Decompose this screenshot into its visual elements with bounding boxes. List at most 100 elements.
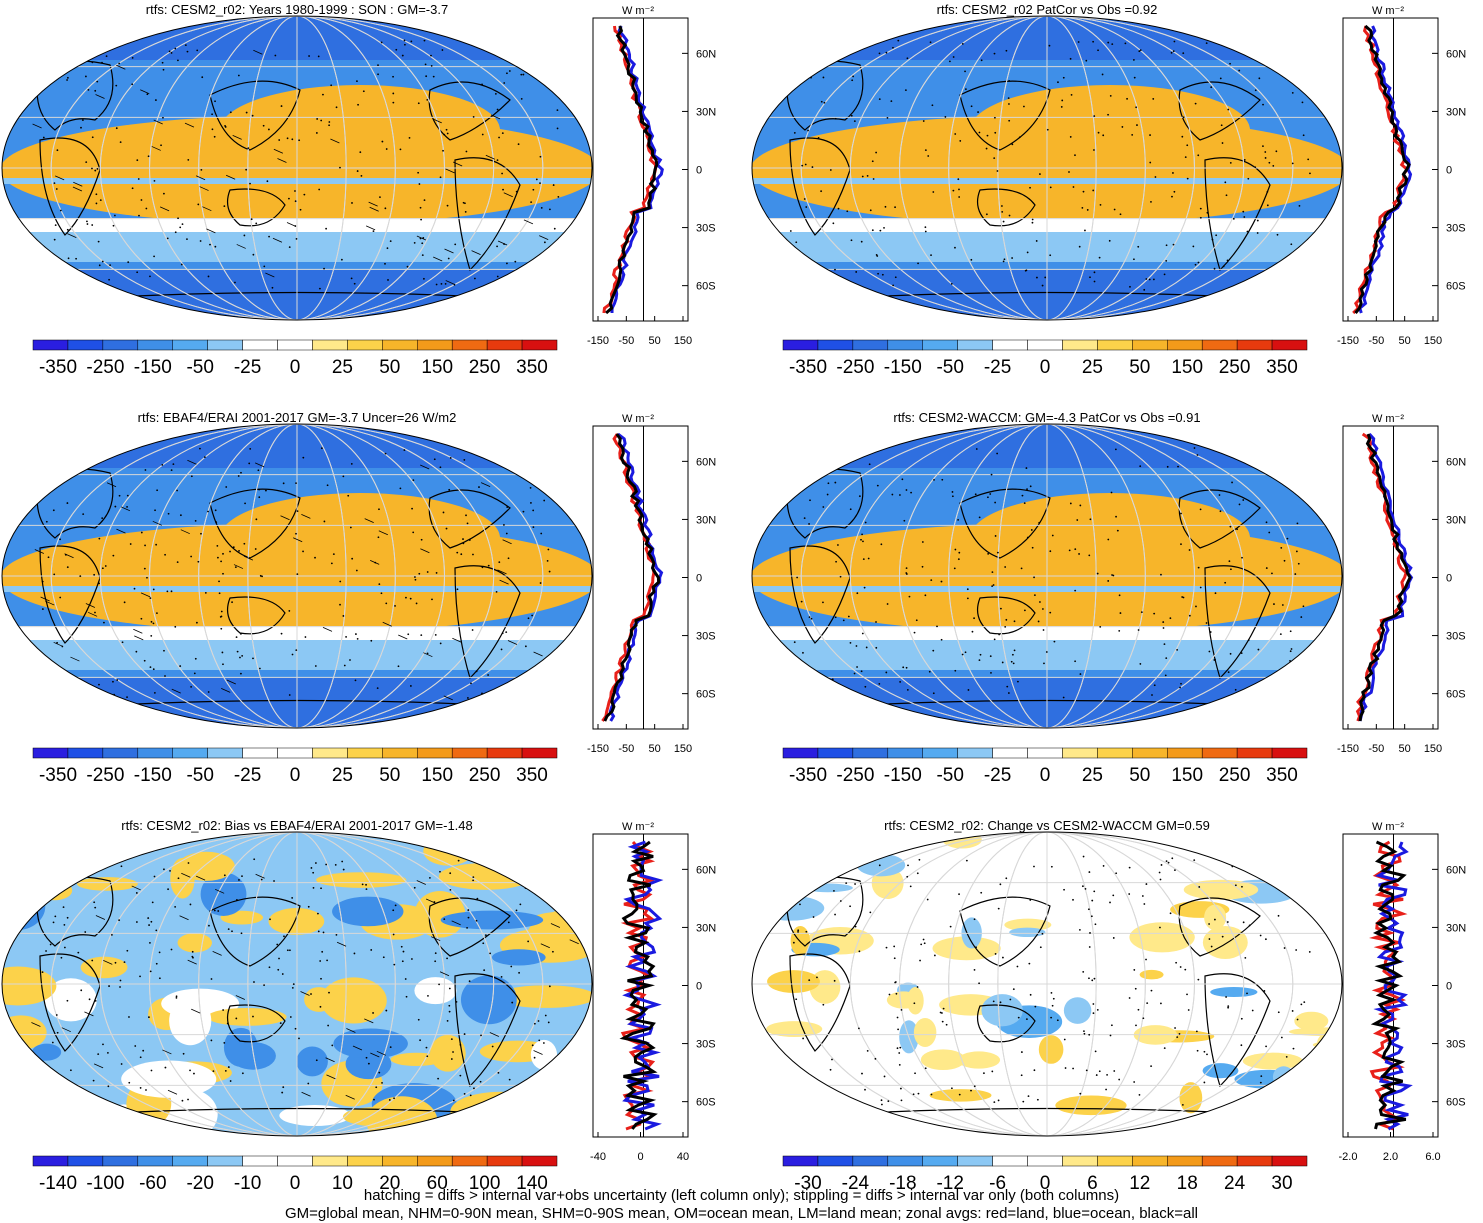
stipple-dot: [903, 519, 906, 522]
itcz-band: [752, 586, 1342, 592]
stipple-dot: [1291, 1010, 1294, 1012]
stipple-dot: [899, 494, 901, 496]
meridian-line: [149, 16, 445, 320]
stipple-dot: [1050, 1016, 1053, 1019]
stipple-dot: [129, 543, 132, 545]
stipple-dot: [1033, 594, 1036, 597]
stipple-dot: [1088, 871, 1091, 873]
stipple-dot: [527, 617, 530, 620]
stipple-dot: [1309, 172, 1311, 175]
stipple-dot: [1218, 494, 1221, 496]
stipple-dot: [405, 995, 408, 998]
stipple-dot: [314, 556, 316, 559]
stipple-dot: [149, 970, 152, 973]
hatch-mark: [31, 1022, 41, 1027]
stipple-dot: [1135, 106, 1138, 109]
stipple-dot: [533, 877, 536, 880]
colorbar-label: -10: [234, 1173, 261, 1194]
stipple-dot: [223, 1041, 226, 1044]
stipple-dot: [1029, 186, 1031, 189]
stipple-dot: [1077, 41, 1080, 43]
hatch-mark: [420, 464, 430, 470]
lat-label: 60N: [1446, 456, 1466, 468]
stipple-dot: [222, 572, 224, 575]
hatch-mark: [235, 995, 245, 1000]
stipple-dot: [1133, 76, 1136, 79]
hatch-mark: [444, 248, 454, 254]
stipple-dot: [153, 255, 155, 258]
panel-3: rtfs: EBAF4/ERAI 2001-2017 GM=-3.7 Uncer…: [1, 410, 716, 786]
stipple-dot: [941, 1020, 944, 1023]
stipple-dot: [187, 158, 190, 161]
stipple-dot: [431, 598, 433, 601]
stipple-dot: [224, 1069, 227, 1072]
stipple-dot: [53, 573, 56, 576]
stipple-dot: [908, 595, 911, 598]
stipple-dot: [419, 206, 422, 209]
stipple-dot: [487, 564, 490, 567]
stipple-dot: [905, 573, 908, 575]
colorbar-swatch: [277, 747, 313, 759]
colorbar-swatch: [207, 747, 243, 759]
hatch-mark: [301, 1091, 311, 1097]
stipple-dot: [260, 878, 263, 881]
stipple-dot: [443, 133, 446, 136]
stipple-dot: [796, 1069, 799, 1072]
colorbar-label: -25: [984, 765, 1011, 786]
stipple-dot: [118, 919, 121, 922]
stipple-dot: [433, 458, 436, 461]
continent-outline: [209, 488, 301, 559]
stipple-dot: [842, 861, 845, 864]
itcz-band: [2, 178, 592, 184]
stipple-dot: [1030, 529, 1033, 531]
x-label: -50: [618, 335, 634, 347]
stipple-dot: [862, 558, 865, 561]
continent-outline: [1178, 897, 1261, 957]
stipple-dot: [392, 101, 395, 104]
stipple-dot: [148, 924, 150, 926]
hatch-mark: [199, 186, 209, 191]
colorbar-swatch: [1236, 747, 1273, 759]
colorbar-swatch: [242, 339, 278, 351]
ocean-zonal-line: [1373, 841, 1413, 1131]
bias-blob: [296, 1046, 328, 1077]
stipple-dot: [472, 879, 475, 882]
stipple-dot: [402, 950, 405, 953]
change-blob: [1055, 1095, 1127, 1116]
stipple-dot: [958, 196, 961, 198]
stipple-dot: [176, 489, 178, 492]
stipple-dot: [385, 602, 388, 605]
stipple-dot: [990, 671, 992, 674]
stipple-dot: [314, 665, 317, 667]
continent-outline: [789, 545, 851, 644]
stipple-dot: [199, 240, 202, 242]
colorbar-swatch: [1062, 747, 1098, 759]
stipple-dot: [1159, 878, 1162, 881]
stipple-dot: [197, 560, 200, 563]
stipple-dot: [1277, 693, 1280, 695]
stipple-dot: [115, 127, 118, 130]
meridian-line: [800, 16, 1294, 320]
stipple-dot: [531, 1044, 534, 1047]
hatch-mark: [416, 880, 426, 885]
x-label: 2.0: [1383, 1151, 1398, 1163]
stipple-dot: [1017, 680, 1019, 683]
stipple-dot: [875, 646, 878, 649]
stipple-dot: [970, 258, 973, 261]
stipple-dot: [1165, 860, 1168, 863]
stipple-dot: [136, 271, 139, 274]
stipple-dot: [101, 517, 104, 520]
stipple-dot: [1062, 76, 1065, 79]
stipple-dot: [449, 889, 452, 891]
stipple-dot: [210, 1039, 213, 1042]
stipple-dot: [1036, 1098, 1039, 1101]
stipple-dot: [1262, 145, 1264, 148]
stipple-dot: [1197, 566, 1200, 569]
stipple-dot: [1052, 997, 1055, 1000]
stipple-dot: [127, 261, 130, 264]
stipple-dot: [1035, 240, 1038, 242]
stipple-dot: [829, 169, 832, 171]
stipple-dot: [855, 645, 858, 647]
stipple-dot: [238, 549, 240, 552]
